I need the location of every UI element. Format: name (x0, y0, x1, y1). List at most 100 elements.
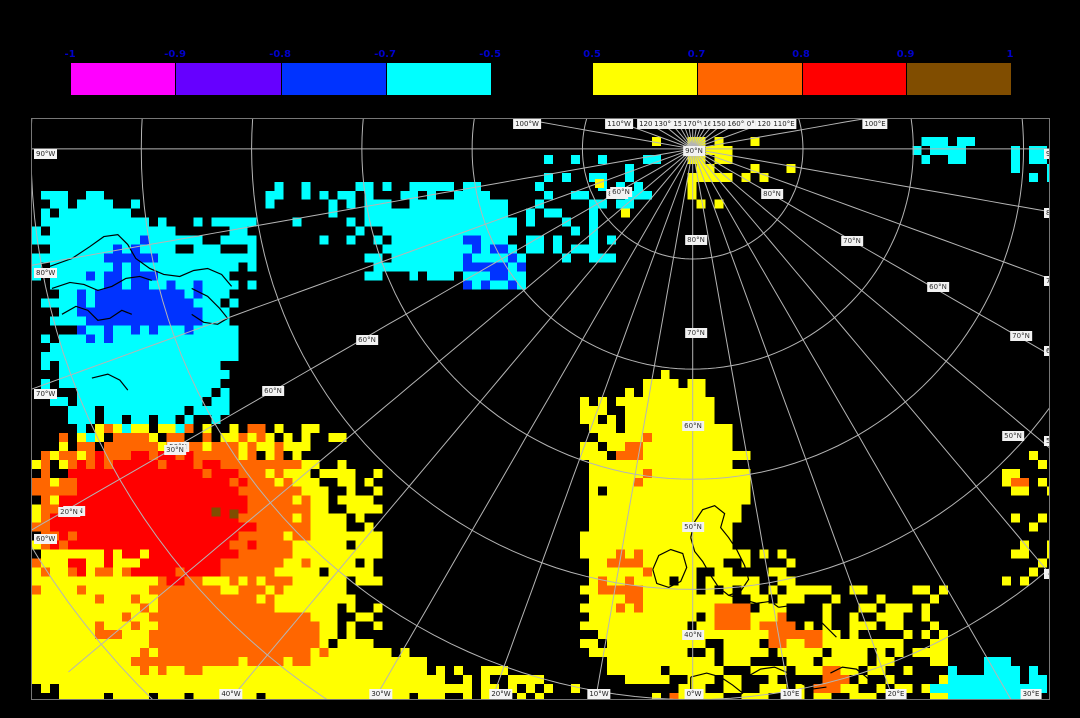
data-cell (157, 675, 167, 685)
data-cell (292, 522, 302, 532)
data-cell (732, 504, 742, 514)
data-cell (220, 343, 230, 353)
data-cell (112, 513, 122, 523)
data-cell (103, 343, 113, 353)
data-cell (112, 379, 122, 389)
data-cell (373, 684, 383, 694)
data-cell (103, 513, 113, 523)
data-cell (238, 217, 248, 227)
data-cell (76, 217, 86, 227)
colorbar-tick-label: 0.8 (792, 49, 810, 60)
data-cell (382, 199, 392, 209)
data-cell (103, 226, 113, 236)
data-cell (193, 316, 203, 326)
data-cell (121, 325, 131, 335)
data-cell (319, 612, 329, 622)
data-cell (454, 684, 464, 694)
data-cell (157, 262, 167, 272)
data-cell (85, 450, 95, 460)
data-cell (58, 603, 68, 613)
data-cell (346, 504, 356, 514)
data-cell (274, 576, 284, 586)
data-cell (202, 549, 212, 559)
data-cell (148, 495, 158, 505)
data-cell (265, 675, 275, 685)
data-cell (579, 585, 589, 595)
data-cell (229, 334, 239, 344)
data-cell (705, 468, 715, 478)
data-cell (112, 441, 122, 451)
data-cell (615, 441, 625, 451)
data-cell (651, 388, 661, 398)
data-cell (211, 352, 221, 362)
data-cell (32, 262, 41, 272)
data-cell (112, 235, 122, 245)
data-cell (193, 531, 203, 541)
data-cell (184, 388, 194, 398)
data-cell (202, 486, 212, 496)
data-cell (202, 693, 212, 699)
data-cell (211, 289, 221, 299)
data-cell (238, 226, 248, 236)
data-cell (220, 450, 230, 460)
data-cell (184, 504, 194, 514)
data-cell (1011, 163, 1021, 173)
data-cell (175, 594, 185, 604)
data-cell (319, 639, 329, 649)
data-cell (40, 675, 50, 685)
data-cell (247, 540, 257, 550)
data-cell (436, 693, 446, 699)
data-cell (292, 612, 302, 622)
data-cell (148, 639, 158, 649)
data-cell (310, 666, 320, 676)
data-cell (157, 450, 167, 460)
data-cell (193, 244, 203, 254)
data-cell (130, 352, 140, 362)
data-cell (157, 486, 167, 496)
data-cell (220, 576, 230, 586)
data-cell (310, 603, 320, 613)
data-cell (265, 549, 275, 559)
data-cell (220, 289, 230, 299)
data-cell (1002, 684, 1012, 694)
data-cell (85, 666, 95, 676)
data-cell (157, 217, 167, 227)
data-cell (166, 289, 176, 299)
data-cell (409, 675, 419, 685)
map-plot-area[interactable]: 100°W110°W120°W130°W150170°W160150°E160°… (31, 118, 1050, 700)
data-cell (166, 343, 176, 353)
data-cell (301, 585, 311, 595)
data-cell (211, 693, 221, 699)
data-cell (499, 208, 509, 218)
data-cell (310, 513, 320, 523)
data-cell (148, 379, 158, 389)
data-cell (184, 684, 194, 694)
data-cell (229, 558, 239, 568)
data-cell (85, 549, 95, 559)
data-cell (211, 244, 221, 254)
data-cell (49, 567, 59, 577)
data-cell (283, 639, 293, 649)
data-cell (265, 477, 275, 487)
data-cell (669, 477, 679, 487)
data-cell (157, 289, 167, 299)
data-cell (94, 540, 104, 550)
data-cell (256, 612, 266, 622)
data-cell (166, 693, 176, 699)
data-cell (220, 495, 230, 505)
data-cell (418, 684, 428, 694)
data-cell (292, 459, 302, 469)
data-cell (508, 253, 518, 263)
data-cell (94, 334, 104, 344)
data-cell (67, 630, 77, 640)
data-cell (184, 531, 194, 541)
data-cell (373, 504, 383, 514)
data-cell (463, 693, 473, 699)
data-cell (157, 235, 167, 245)
data-cell (40, 190, 50, 200)
data-cell (651, 495, 661, 505)
data-cell (247, 432, 257, 442)
data-cell (310, 639, 320, 649)
data-cell (193, 513, 203, 523)
data-cell (319, 495, 329, 505)
